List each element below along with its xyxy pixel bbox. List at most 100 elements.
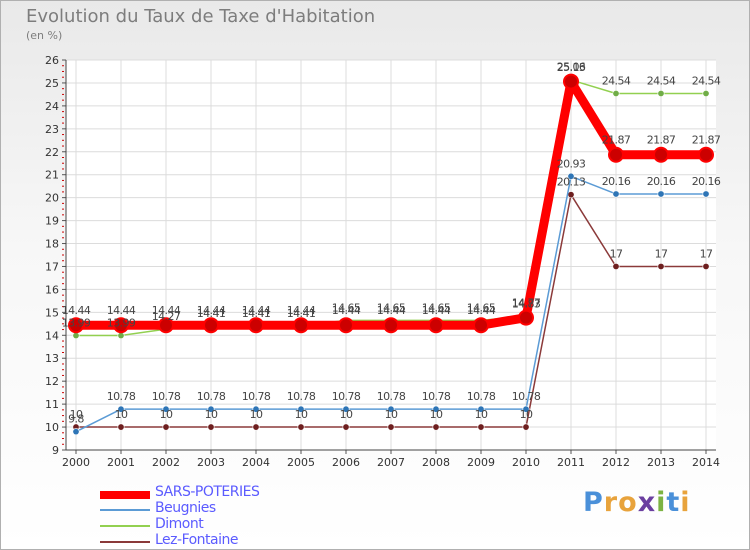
data-label: 10.78 xyxy=(467,390,496,403)
logo-letter: i xyxy=(656,487,667,518)
data-label: 21.87 xyxy=(692,134,721,147)
data-labels: 10 10 10 10 10 10 10 10 10 10 10 20.13 17 17 17 9.8 10.7… xyxy=(62,61,722,426)
data-point xyxy=(72,428,80,436)
data-point xyxy=(563,73,579,90)
data-label: 14.44 xyxy=(197,304,226,317)
y-tick-label: 9 xyxy=(52,444,59,457)
y-tick-label: 24 xyxy=(45,100,59,113)
logo-letter: t xyxy=(666,487,681,518)
data-label: 10 xyxy=(115,408,128,421)
data-label: 10 xyxy=(250,408,263,421)
data-point xyxy=(657,262,665,270)
data-point xyxy=(338,317,354,334)
data-label: 10 xyxy=(520,408,533,421)
data-label: 14.44 xyxy=(242,304,271,317)
data-label: 14.65 xyxy=(332,301,361,314)
x-tick-label: 2000 xyxy=(62,456,90,469)
data-label: 14.41 xyxy=(287,307,316,320)
data-point xyxy=(567,191,575,199)
data-point xyxy=(657,190,665,198)
legend-label: SARS-POTERIES xyxy=(155,484,260,500)
data-label: 20.16 xyxy=(692,175,721,188)
data-label: 20.16 xyxy=(647,175,676,188)
data-point xyxy=(248,317,264,334)
y-tick-label: 23 xyxy=(45,123,59,136)
data-label: 17 xyxy=(655,247,668,260)
data-label: 14.44 xyxy=(287,304,316,317)
data-point xyxy=(117,405,125,413)
data-point xyxy=(522,423,530,431)
data-label: 14.65 xyxy=(467,301,496,314)
y-tick-label: 11 xyxy=(45,398,59,411)
x-tick-label: 2009 xyxy=(467,456,495,469)
legend-swatch xyxy=(100,491,150,499)
y-tick-label: 18 xyxy=(45,238,59,251)
data-label: 21.87 xyxy=(647,134,676,147)
x-tick-label: 2001 xyxy=(107,456,135,469)
data-point xyxy=(387,405,395,413)
chart-title: Evolution du Taux de Taxe d'Habitation xyxy=(26,6,376,27)
data-point xyxy=(383,317,399,334)
data-label: 10 xyxy=(475,408,488,421)
data-point xyxy=(702,190,710,198)
data-point xyxy=(428,317,444,334)
data-label: 24.54 xyxy=(647,74,676,87)
y-tick-label: 16 xyxy=(45,283,59,296)
data-label: 20.16 xyxy=(602,175,631,188)
data-label: 14.44 xyxy=(107,304,136,317)
data-point xyxy=(612,89,620,97)
y-tick-label: 25 xyxy=(45,77,59,90)
data-label: 24.54 xyxy=(692,74,721,87)
data-label: 10.78 xyxy=(242,390,271,403)
data-point xyxy=(432,405,440,413)
data-label: 10.78 xyxy=(422,390,451,403)
x-tick-label: 2007 xyxy=(377,456,405,469)
data-label: 14.44 xyxy=(62,304,91,317)
data-label: 14.44 xyxy=(152,304,181,317)
y-tick-label: 22 xyxy=(45,146,59,159)
data-point xyxy=(702,262,710,270)
grid xyxy=(66,59,716,451)
legend-swatch xyxy=(100,509,150,511)
series xyxy=(68,73,714,436)
logo-letter: o xyxy=(618,487,638,518)
data-point xyxy=(477,423,485,431)
data-label: 14.41 xyxy=(197,307,226,320)
data-point xyxy=(473,317,489,334)
data-label: 9.8 xyxy=(68,413,84,426)
y-tick-label: 12 xyxy=(45,375,59,388)
data-label: 10.78 xyxy=(512,390,541,403)
data-point xyxy=(207,423,215,431)
data-point xyxy=(252,423,260,431)
data-label: 14.44 xyxy=(332,304,361,317)
data-point xyxy=(387,423,395,431)
data-label: 14.65 xyxy=(422,301,451,314)
logo-letter: i xyxy=(680,487,691,518)
x-tick-label: 2008 xyxy=(422,456,450,469)
data-label: 13.99 xyxy=(62,317,91,330)
data-label: 14.27 xyxy=(152,310,181,323)
data-label: 20.13 xyxy=(557,176,586,189)
data-label: 10 xyxy=(205,408,218,421)
x-tick-label: 2012 xyxy=(602,456,630,469)
data-label: 10 xyxy=(70,408,83,421)
proxiti-logo: Proxiti xyxy=(583,487,691,518)
data-point xyxy=(608,146,624,163)
logo-letter: x xyxy=(637,487,657,518)
data-point xyxy=(657,89,665,97)
data-label: 14.44 xyxy=(467,304,496,317)
data-point xyxy=(522,405,530,413)
data-point xyxy=(612,190,620,198)
data-point xyxy=(297,405,305,413)
data-point xyxy=(432,423,440,431)
x-tick-label: 2010 xyxy=(512,456,540,469)
y-tick-label: 14 xyxy=(45,329,59,342)
axes: 9 10 11 12 13 14 15 16 17 18 19 20 21 22 23 24 25 26 2000 2… xyxy=(45,54,720,469)
data-label: 10.78 xyxy=(197,390,226,403)
data-point xyxy=(342,423,350,431)
data-label: 14.65 xyxy=(377,301,406,314)
x-tick-label: 2011 xyxy=(557,456,585,469)
y-tick-label: 17 xyxy=(45,260,59,273)
data-label: 25.06 xyxy=(557,61,586,74)
